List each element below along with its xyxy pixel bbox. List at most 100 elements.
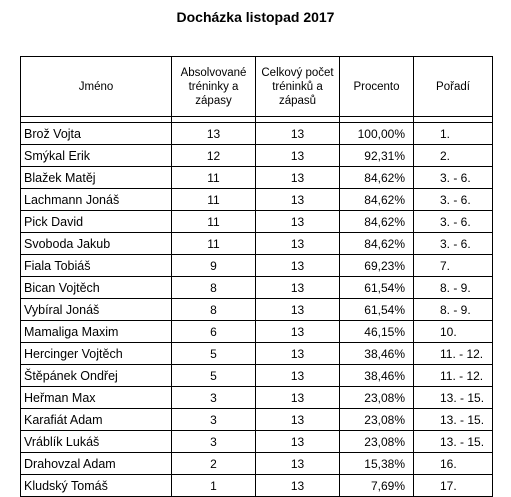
- cell-total: 13: [255, 188, 340, 211]
- cell-total: 13: [255, 474, 340, 497]
- cell-percent: 7,69%: [339, 474, 414, 497]
- cell-total: 13: [255, 430, 340, 453]
- cell-total: 13: [255, 364, 340, 387]
- table-row: Brož Vojta 13 13 100,00% 1.: [20, 122, 493, 145]
- header-row: Jméno Absolvované tréninky a zápasy Celk…: [20, 56, 493, 117]
- header-attended-label: Absolvované tréninky a zápasy: [180, 66, 247, 107]
- header-name-label: Jméno: [78, 80, 114, 93]
- cell-attended: 3: [171, 386, 256, 409]
- cell-rank: 16.: [413, 452, 493, 475]
- cell-percent: 15,38%: [339, 452, 414, 475]
- cell-attended: 5: [171, 342, 256, 365]
- cell-total: 13: [255, 320, 340, 343]
- header-total: Celkový počet tréninků a zápasů: [255, 56, 340, 117]
- cell-percent: 61,54%: [339, 276, 414, 299]
- cell-name: Pick David: [20, 210, 172, 233]
- table-row: Štěpánek Ondřej 5 13 38,46% 11. - 12.: [20, 364, 493, 387]
- cell-name: Karafiát Adam: [20, 408, 172, 431]
- cell-name: Štěpánek Ondřej: [20, 364, 172, 387]
- cell-name: Smýkal Erik: [20, 144, 172, 167]
- cell-attended: 3: [171, 408, 256, 431]
- cell-name: Hercinger Vojtěch: [20, 342, 172, 365]
- cell-percent: 100,00%: [339, 122, 414, 145]
- table-row: Drahovzal Adam 2 13 15,38% 16.: [20, 452, 493, 475]
- table-row: Heřman Max 3 13 23,08% 13. - 15.: [20, 386, 493, 409]
- header-rank: Pořadí: [413, 56, 493, 117]
- table-row: Vráblík Lukáš 3 13 23,08% 13. - 15.: [20, 430, 493, 453]
- table-row: Blažek Matěj 11 13 84,62% 3. - 6.: [20, 166, 493, 189]
- cell-attended: 2: [171, 452, 256, 475]
- cell-total: 13: [255, 452, 340, 475]
- cell-percent: 84,62%: [339, 166, 414, 189]
- table-row: Pick David 11 13 84,62% 3. - 6.: [20, 210, 493, 233]
- cell-percent: 38,46%: [339, 342, 414, 365]
- cell-attended: 8: [171, 298, 256, 321]
- cell-percent: 92,31%: [339, 144, 414, 167]
- table-row: Mamaliga Maxim 6 13 46,15% 10.: [20, 320, 493, 343]
- cell-total: 13: [255, 342, 340, 365]
- cell-attended: 11: [171, 210, 256, 233]
- cell-percent: 23,08%: [339, 408, 414, 431]
- cell-percent: 38,46%: [339, 364, 414, 387]
- cell-name: Heřman Max: [20, 386, 172, 409]
- cell-attended: 8: [171, 276, 256, 299]
- cell-percent: 46,15%: [339, 320, 414, 343]
- cell-percent: 61,54%: [339, 298, 414, 321]
- table-row: Vybíral Jonáš 8 13 61,54% 8. - 9.: [20, 298, 493, 321]
- cell-attended: 13: [171, 122, 256, 145]
- cell-rank: 8. - 9.: [413, 298, 493, 321]
- cell-rank: 8. - 9.: [413, 276, 493, 299]
- cell-total: 13: [255, 166, 340, 189]
- cell-rank: 13. - 15.: [413, 408, 493, 431]
- cell-percent: 84,62%: [339, 210, 414, 233]
- cell-name: Vybíral Jonáš: [20, 298, 172, 321]
- cell-name: Kludský Tomáš: [20, 474, 172, 497]
- attendance-table: Jméno Absolvované tréninky a zápasy Celk…: [20, 56, 493, 497]
- cell-total: 13: [255, 122, 340, 145]
- cell-name: Brož Vojta: [20, 122, 172, 145]
- cell-total: 13: [255, 210, 340, 233]
- table-row: Svoboda Jakub 11 13 84,62% 3. - 6.: [20, 232, 493, 255]
- cell-total: 13: [255, 254, 340, 277]
- cell-attended: 11: [171, 232, 256, 255]
- cell-percent: 84,62%: [339, 232, 414, 255]
- table-row: Lachmann Jonáš 11 13 84,62% 3. - 6.: [20, 188, 493, 211]
- cell-name: Drahovzal Adam: [20, 452, 172, 475]
- header-percent: Procento: [339, 56, 414, 117]
- cell-total: 13: [255, 386, 340, 409]
- cell-attended: 12: [171, 144, 256, 167]
- table-row: Hercinger Vojtěch 5 13 38,46% 11. - 12.: [20, 342, 493, 365]
- cell-attended: 11: [171, 166, 256, 189]
- cell-percent: 69,23%: [339, 254, 414, 277]
- cell-attended: 3: [171, 430, 256, 453]
- table-row: Fiala Tobiáš 9 13 69,23% 7.: [20, 254, 493, 277]
- cell-percent: 23,08%: [339, 386, 414, 409]
- cell-name: Fiala Tobiáš: [20, 254, 172, 277]
- cell-name: Bican Vojtěch: [20, 276, 172, 299]
- cell-rank: 3. - 6.: [413, 232, 493, 255]
- cell-rank: 11. - 12.: [413, 364, 493, 387]
- cell-rank: 2.: [413, 144, 493, 167]
- cell-rank: 13. - 15.: [413, 386, 493, 409]
- table-row: Kludský Tomáš 1 13 7,69% 17.: [20, 474, 493, 497]
- cell-rank: 3. - 6.: [413, 166, 493, 189]
- cell-rank: 3. - 6.: [413, 188, 493, 211]
- cell-rank: 11. - 12.: [413, 342, 493, 365]
- cell-total: 13: [255, 276, 340, 299]
- table-row: Bican Vojtěch 8 13 61,54% 8. - 9.: [20, 276, 493, 299]
- header-attended: Absolvované tréninky a zápasy: [171, 56, 256, 117]
- cell-attended: 9: [171, 254, 256, 277]
- cell-rank: 17.: [413, 474, 493, 497]
- cell-total: 13: [255, 232, 340, 255]
- cell-attended: 1: [171, 474, 256, 497]
- cell-rank: 7.: [413, 254, 493, 277]
- table-row: Karafiát Adam 3 13 23,08% 13. - 15.: [20, 408, 493, 431]
- table-body: Brož Vojta 13 13 100,00% 1. Smýkal Erik 12 13 92…: [20, 116, 493, 497]
- cell-name: Lachmann Jonáš: [20, 188, 172, 211]
- cell-rank: 10.: [413, 320, 493, 343]
- cell-percent: 23,08%: [339, 430, 414, 453]
- header-name: Jméno: [20, 56, 172, 117]
- cell-rank: 1.: [413, 122, 493, 145]
- header-percent-label: Procento: [353, 80, 400, 93]
- cell-total: 13: [255, 144, 340, 167]
